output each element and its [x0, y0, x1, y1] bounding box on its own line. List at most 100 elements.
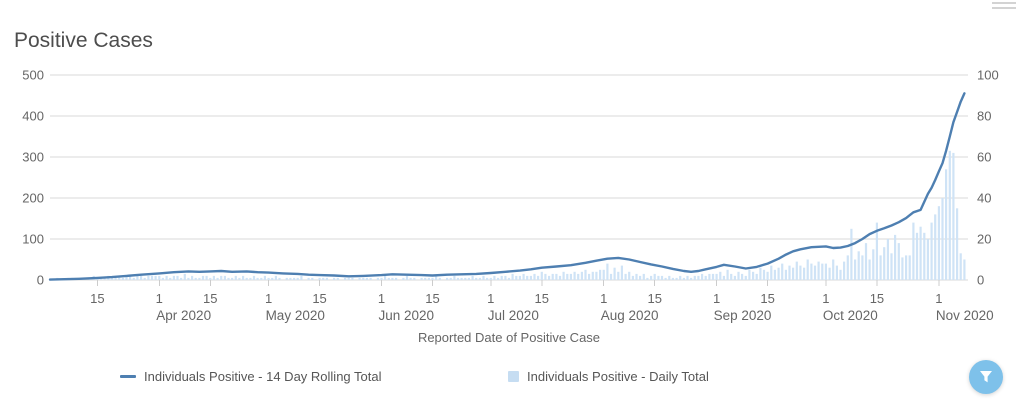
daily-total-bar — [773, 269, 776, 281]
daily-total-bar — [365, 277, 368, 280]
daily-total-bar — [449, 277, 452, 280]
daily-total-bar — [566, 273, 569, 280]
daily-total-bar — [620, 265, 623, 280]
daily-total-bar — [220, 275, 223, 280]
daily-total-bar — [293, 277, 296, 280]
daily-total-bar — [854, 259, 857, 280]
daily-total-bar — [143, 277, 146, 280]
right-axis-tick-label: 100 — [977, 68, 999, 83]
right-axis-tick-label: 0 — [977, 273, 984, 288]
daily-total-bar — [660, 275, 664, 280]
daily-total-bar — [770, 265, 773, 280]
daily-total-bar — [664, 277, 667, 280]
daily-total-bar — [169, 277, 172, 280]
right-axis-tick-label: 80 — [977, 109, 991, 124]
daily-total-bar — [646, 277, 649, 280]
daily-total-bar — [799, 265, 802, 280]
hamburger-line — [992, 7, 1016, 9]
daily-total-bar — [132, 277, 135, 280]
daily-total-bar — [599, 269, 602, 281]
daily-total-bar — [657, 275, 660, 280]
daily-total-bar — [234, 275, 237, 280]
daily-total-bar — [631, 275, 634, 280]
daily-total-bar — [792, 267, 795, 280]
daily-total-bar — [533, 273, 536, 280]
legend-item-daily-total[interactable]: Individuals Positive - Daily Total — [508, 369, 709, 384]
daily-total-bar — [697, 275, 700, 280]
daily-total-bar — [963, 259, 966, 280]
daily-total-bar — [518, 275, 521, 280]
left-axis-tick-label: 0 — [37, 273, 44, 288]
daily-total-bar — [558, 275, 562, 280]
daily-total-bar — [839, 269, 842, 281]
daily-total-bar — [832, 259, 835, 280]
daily-total-bar — [216, 277, 219, 280]
funnel-icon — [980, 371, 992, 383]
daily-total-bar — [180, 277, 183, 280]
daily-total-bar — [828, 267, 831, 280]
daily-total-bar — [588, 273, 591, 280]
daily-total-bar — [737, 271, 740, 280]
daily-total-bar — [154, 275, 157, 280]
daily-total-bar — [515, 275, 518, 280]
daily-total-bar — [668, 275, 671, 280]
daily-total-bar — [864, 243, 868, 280]
daily-total-bar — [307, 277, 310, 280]
daily-total-bar — [744, 275, 747, 280]
x-tick-day-label: 1 — [156, 291, 163, 306]
daily-total-bar — [872, 249, 875, 281]
daily-total-bar — [671, 277, 674, 280]
daily-total-bar — [497, 277, 500, 280]
daily-total-bar — [580, 271, 583, 280]
page-title: Positive Cases — [14, 29, 153, 52]
left-axis-tick-label: 300 — [22, 150, 44, 165]
daily-total-bar — [537, 275, 540, 280]
x-tick-day-label: 15 — [425, 291, 439, 306]
x-tick-month-label: Nov 2020 — [936, 308, 994, 323]
filter-button[interactable] — [969, 360, 1003, 394]
daily-total-bar — [387, 277, 390, 280]
daily-total-bar — [384, 275, 387, 280]
daily-total-bar — [362, 277, 365, 280]
daily-total-bar — [227, 277, 230, 280]
daily-total-bar — [471, 275, 474, 280]
daily-total-bar — [529, 275, 532, 280]
daily-total-bar — [919, 226, 922, 280]
daily-total-bar — [544, 273, 547, 280]
daily-total-bar — [238, 277, 241, 280]
daily-total-bar — [562, 271, 565, 280]
legend-item-rolling-total[interactable]: Individuals Positive - 14 Day Rolling To… — [120, 369, 382, 384]
daily-total-bar — [930, 222, 933, 280]
daily-total-bar — [701, 273, 704, 280]
daily-total-bar — [653, 273, 656, 280]
x-tick-month-label: Oct 2020 — [823, 308, 878, 323]
daily-total-bar — [198, 277, 201, 280]
daily-total-bar — [628, 271, 631, 280]
daily-total-bar — [762, 269, 766, 281]
daily-total-bar — [937, 206, 940, 280]
daily-total-bar — [526, 275, 529, 280]
daily-total-bar — [868, 259, 871, 280]
daily-total-bar — [522, 273, 525, 280]
daily-total-bar — [212, 275, 215, 280]
daily-total-bar — [784, 269, 787, 281]
daily-total-bar — [573, 271, 576, 280]
daily-total-bar — [690, 277, 693, 280]
daily-total-bar — [806, 259, 809, 280]
daily-total-bar — [245, 277, 248, 280]
chart-menu-icon[interactable] — [992, 0, 1016, 12]
x-tick-day-label: 1 — [935, 291, 942, 306]
daily-total-bar — [719, 271, 722, 280]
daily-total-bar — [577, 273, 580, 280]
daily-total-bar — [402, 277, 405, 280]
daily-total-bar — [835, 265, 838, 280]
daily-total-bar — [945, 169, 948, 280]
daily-total-bar — [300, 275, 303, 280]
daily-total-bar — [817, 261, 820, 280]
daily-total-bar — [810, 263, 813, 280]
daily-total-bar — [380, 277, 383, 280]
daily-total-bar — [194, 277, 197, 280]
daily-total-bar — [99, 277, 103, 280]
daily-total-bar — [824, 263, 827, 280]
daily-total-bar — [711, 273, 715, 280]
